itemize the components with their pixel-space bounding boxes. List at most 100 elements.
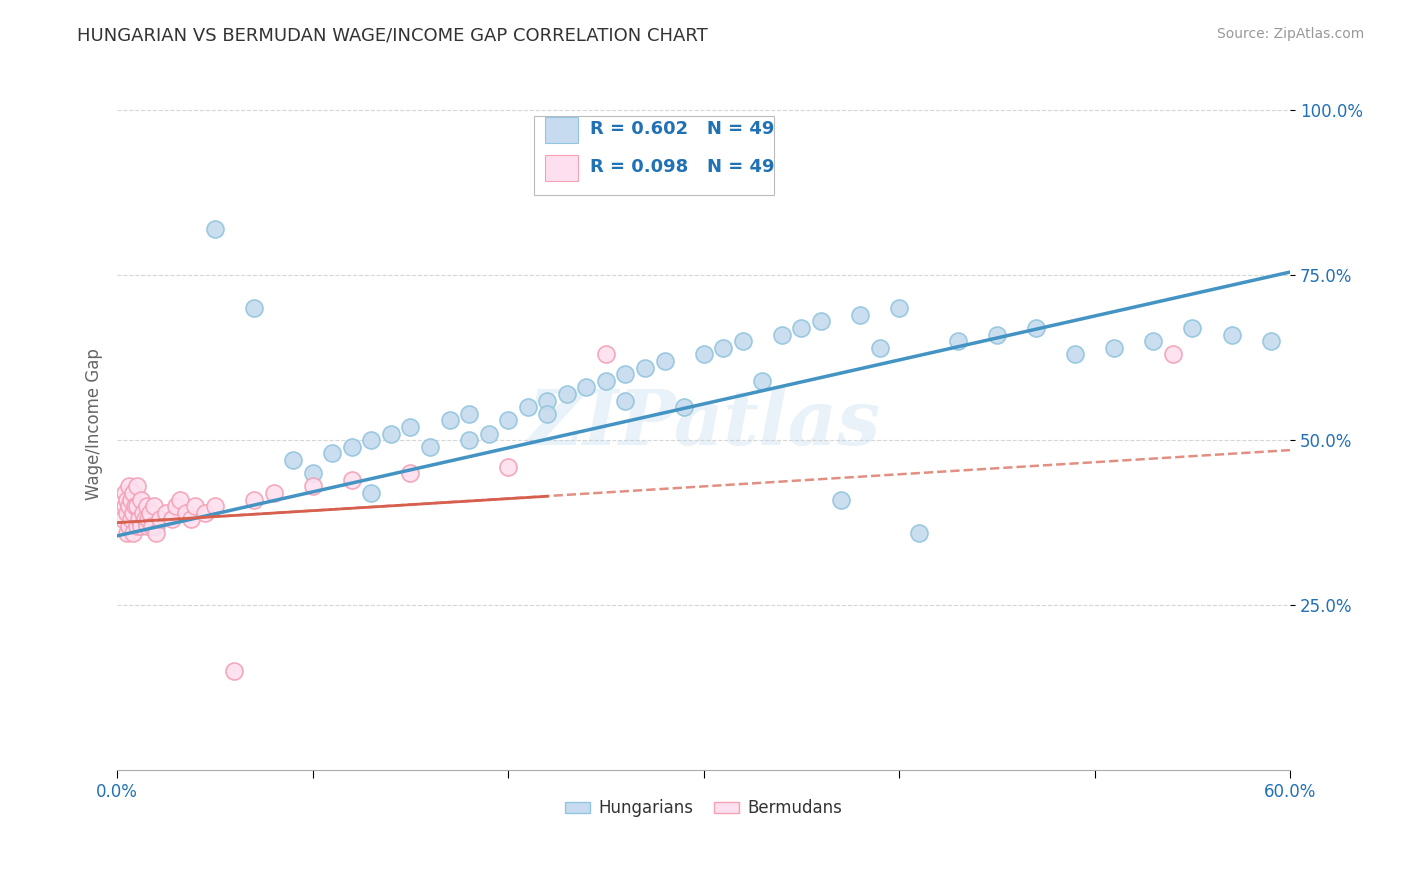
Point (986, 327, 1008, 342)
Point (224, 664, 246, 678)
Text: R = 0.602   N = 49: R = 0.602 N = 49 (591, 120, 775, 138)
Point (595, 374, 617, 388)
Point (496, 459, 519, 474)
Point (174, 506, 197, 520)
Point (614, 393, 637, 408)
Point (889, 301, 911, 316)
Point (115, 525, 138, 540)
Point (907, 525, 929, 540)
Point (125, 519, 148, 533)
FancyBboxPatch shape (534, 116, 775, 195)
Point (849, 308, 872, 322)
Text: ZIPatlas: ZIPatlas (527, 387, 880, 461)
Point (128, 512, 150, 526)
Point (281, 453, 304, 467)
Point (340, 473, 363, 487)
Y-axis label: Wage/Income Gap: Wage/Income Gap (86, 348, 103, 500)
Point (160, 512, 183, 526)
Point (1260, 334, 1282, 349)
Point (138, 512, 160, 526)
Point (614, 368, 637, 382)
Bar (546, 155, 578, 181)
Point (120, 492, 142, 507)
Point (115, 492, 138, 507)
Text: R = 0.098   N = 49: R = 0.098 N = 49 (591, 159, 775, 177)
Point (135, 519, 157, 533)
Point (263, 486, 285, 500)
Point (360, 434, 382, 448)
Point (120, 512, 142, 526)
Point (121, 486, 143, 500)
Point (118, 519, 141, 533)
Point (1025, 321, 1047, 335)
Point (790, 321, 813, 335)
Point (321, 446, 343, 460)
Point (143, 499, 166, 513)
Point (301, 466, 323, 480)
Point (1142, 334, 1164, 349)
Point (536, 393, 558, 408)
Point (810, 314, 832, 328)
Point (118, 479, 141, 493)
Point (169, 492, 191, 507)
Point (340, 440, 363, 454)
Point (536, 407, 558, 421)
Point (458, 434, 481, 448)
Point (496, 413, 519, 427)
Point (751, 374, 773, 388)
Point (165, 499, 187, 513)
Point (555, 387, 578, 401)
Point (1220, 327, 1243, 342)
Point (114, 499, 136, 513)
Point (673, 401, 696, 415)
Point (243, 301, 266, 316)
Point (243, 492, 266, 507)
Point (204, 499, 226, 513)
Point (575, 380, 598, 394)
Point (155, 506, 177, 520)
Point (1181, 321, 1204, 335)
Point (458, 407, 481, 421)
Point (439, 413, 461, 427)
Point (731, 334, 754, 349)
Point (204, 222, 226, 236)
Point (399, 420, 422, 434)
Point (145, 519, 167, 533)
Point (115, 506, 138, 520)
Point (135, 499, 157, 513)
Point (1064, 347, 1087, 361)
Text: HUNGARIAN VS BERMUDAN WAGE/INCOME GAP CORRELATION CHART: HUNGARIAN VS BERMUDAN WAGE/INCOME GAP CO… (77, 27, 709, 45)
Point (194, 506, 217, 520)
Point (478, 426, 501, 441)
Point (125, 499, 148, 513)
Point (380, 426, 402, 441)
Point (1102, 341, 1125, 355)
Legend: Hungarians, Bermudans: Hungarians, Bermudans (558, 793, 849, 824)
Point (114, 486, 136, 500)
Point (125, 479, 148, 493)
Point (139, 506, 162, 520)
Point (419, 440, 441, 454)
Text: Source: ZipAtlas.com: Source: ZipAtlas.com (1216, 27, 1364, 41)
Point (131, 506, 153, 520)
Point (692, 347, 714, 361)
Point (399, 466, 422, 480)
Point (1161, 347, 1184, 361)
Point (121, 506, 143, 520)
Point (654, 354, 676, 368)
Point (129, 519, 152, 533)
Point (634, 360, 657, 375)
Point (830, 492, 852, 507)
Point (124, 499, 146, 513)
Point (121, 525, 143, 540)
Point (145, 525, 167, 540)
Point (184, 499, 207, 513)
Point (180, 512, 202, 526)
Point (770, 327, 793, 342)
Point (118, 499, 141, 513)
Point (129, 492, 152, 507)
Point (711, 341, 734, 355)
Point (112, 512, 135, 526)
Point (301, 479, 323, 493)
Point (149, 512, 172, 526)
